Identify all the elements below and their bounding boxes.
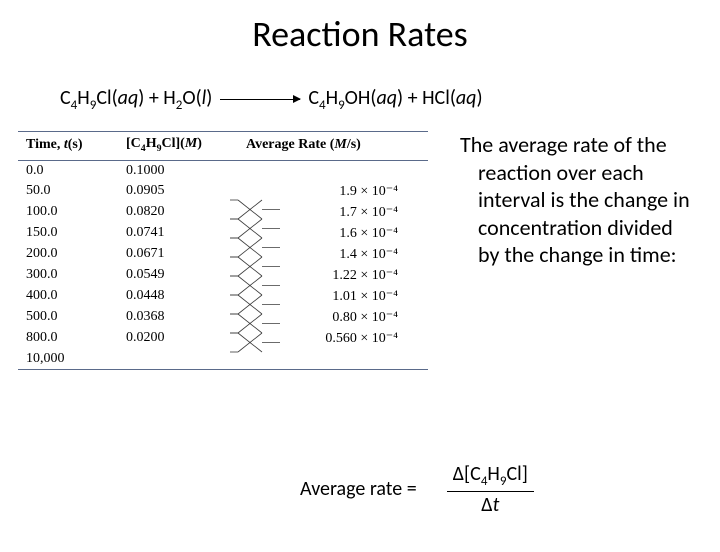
rate-table: Time, t(s) [C4H9Cl](M) Average Rate (M/s… <box>18 131 428 370</box>
chemical-equation: C4H9Cl(aq) + H2O(l) C4H9OH(aq) + HCl(aq) <box>60 86 720 113</box>
formula-fraction: Δ[C4H9Cl] Δt <box>447 463 534 516</box>
formula-row: Average rate = Δ[C4H9Cl] Δt <box>300 463 534 516</box>
cell-time: 500.0 <box>18 307 118 328</box>
cell-time: 0.0 <box>18 160 118 181</box>
cell-rate: 1.22 × 10⁻⁴ <box>238 265 428 286</box>
table-row: 800.00.02000.560 × 10⁻⁴ <box>18 328 428 349</box>
col-header-rate: Average Rate (M/s) <box>238 132 428 161</box>
cell-conc: 0.0671 <box>118 244 238 265</box>
table-row: 500.00.03680.80 × 10⁻⁴ <box>18 307 428 328</box>
cell-rate: 1.01 × 10⁻⁴ <box>238 286 428 307</box>
cell-rate <box>238 349 428 370</box>
cell-rate: 1.9 × 10⁻⁴ <box>238 181 428 202</box>
cell-time: 200.0 <box>18 244 118 265</box>
reaction-arrow-icon <box>220 99 300 100</box>
cell-conc: 0.0448 <box>118 286 238 307</box>
table-row: 50.00.09051.9 × 10⁻⁴ <box>18 181 428 202</box>
cell-conc: 0.1000 <box>118 160 238 181</box>
cell-time: 100.0 <box>18 202 118 223</box>
table-row: 200.00.06711.4 × 10⁻⁴ <box>18 244 428 265</box>
cell-conc: 0.0549 <box>118 265 238 286</box>
rate-table-container: Time, t(s) [C4H9Cl](M) Average Rate (M/s… <box>18 131 428 370</box>
table-row: 400.00.04481.01 × 10⁻⁴ <box>18 286 428 307</box>
equation-right: C4H9OH(aq) + HCl(aq) <box>308 86 482 113</box>
explanation-text: The average rate of the reaction over ea… <box>448 131 698 370</box>
cell-conc <box>118 349 238 370</box>
table-row: 300.00.05491.22 × 10⁻⁴ <box>18 265 428 286</box>
formula-label: Average rate = <box>300 477 417 501</box>
cell-conc: 0.0741 <box>118 223 238 244</box>
cell-rate: 1.7 × 10⁻⁴ <box>238 202 428 223</box>
cell-time: 50.0 <box>18 181 118 202</box>
cell-conc: 0.0820 <box>118 202 238 223</box>
page-title: Reaction Rates <box>0 12 720 56</box>
cell-conc: 0.0368 <box>118 307 238 328</box>
cell-time: 150.0 <box>18 223 118 244</box>
cell-rate <box>238 160 428 181</box>
cell-time: 10,000 <box>18 349 118 370</box>
cell-conc: 0.0905 <box>118 181 238 202</box>
col-header-time: Time, t(s) <box>18 132 118 161</box>
cell-rate: 1.4 × 10⁻⁴ <box>238 244 428 265</box>
table-row: 150.00.07411.6 × 10⁻⁴ <box>18 223 428 244</box>
cell-time: 800.0 <box>18 328 118 349</box>
equation-left: C4H9Cl(aq) + H2O(l) <box>60 86 212 113</box>
cell-time: 400.0 <box>18 286 118 307</box>
cell-rate: 0.560 × 10⁻⁴ <box>238 328 428 349</box>
formula-denominator: Δt <box>481 492 499 516</box>
cell-time: 300.0 <box>18 265 118 286</box>
cell-rate: 1.6 × 10⁻⁴ <box>238 223 428 244</box>
table-row: 100.00.08201.7 × 10⁻⁴ <box>18 202 428 223</box>
formula-numerator: Δ[C4H9Cl] <box>447 463 534 492</box>
cell-conc: 0.0200 <box>118 328 238 349</box>
table-row: 0.00.1000 <box>18 160 428 181</box>
col-header-conc: [C4H9Cl](M) <box>118 132 238 161</box>
table-row: 10,000 <box>18 349 428 370</box>
cell-rate: 0.80 × 10⁻⁴ <box>238 307 428 328</box>
